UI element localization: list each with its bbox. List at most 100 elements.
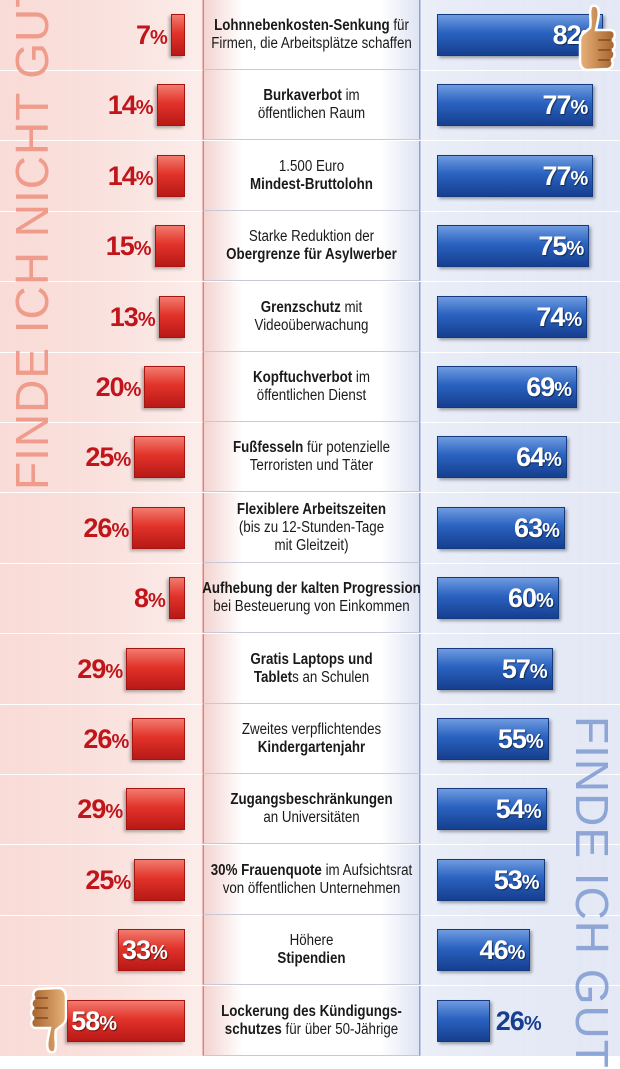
bar-good (437, 929, 531, 971)
bar-not-good (132, 718, 185, 760)
bar-good (437, 788, 547, 830)
value-unit: % (570, 97, 589, 119)
value-label-blue: 53% (494, 859, 540, 901)
item-label: Burkaverbot im öffentlichen Raum (202, 70, 421, 140)
value-label-red: 13% (110, 296, 156, 338)
value-unit: % (113, 872, 131, 894)
value-label-red: 29% (77, 648, 123, 690)
label-line: Flexiblere Arbeitszeiten (237, 501, 386, 519)
bar-good (437, 14, 604, 56)
value-number: 33 (122, 935, 151, 965)
label-bold: schutzes (224, 1020, 282, 1038)
item-label: Lohnnebenkosten-Senkung für Firmen, die A… (202, 0, 421, 70)
label-text: Terroristen und Täter (249, 456, 374, 474)
label-text: für (389, 16, 409, 34)
bar-not-good (67, 1000, 185, 1042)
value-number: 20 (95, 372, 125, 402)
value-unit: % (147, 590, 166, 612)
bar-good (437, 155, 594, 197)
label-text: Zweites verpflichtendes (241, 720, 382, 738)
value-unit: % (554, 379, 572, 401)
value-number: 29 (77, 654, 106, 684)
bar-good (437, 648, 553, 690)
value-label-red: 58% (71, 1000, 117, 1042)
label-line: Gratis Laptops und (250, 651, 372, 669)
value-label-red: 25% (85, 859, 131, 901)
value-label-red: 33% (122, 929, 168, 971)
value-label-red: 20% (95, 366, 142, 408)
label-line: Obergrenze für Asylwerber (226, 246, 397, 264)
value-label-blue: 26% (496, 1000, 542, 1042)
value-label-red: 14% (107, 84, 154, 126)
value-unit: % (135, 168, 154, 190)
item-label: Starke Reduktion der Obergrenze für Asylw… (202, 211, 421, 281)
label-bold: 30% Frauenquote (210, 861, 322, 879)
value-unit: % (542, 520, 560, 542)
value-label-red: 29% (77, 788, 123, 830)
value-number: 64 (516, 442, 545, 472)
bar-good (437, 436, 567, 478)
item-label: Lockerung des Kündigungs-schutzes für üb… (202, 986, 421, 1056)
label-bold: Lohnnebenkosten-Senkung (214, 16, 390, 34)
value-unit: % (135, 97, 154, 119)
value-number: 54 (495, 794, 525, 824)
value-unit: % (544, 449, 562, 471)
item-label: Kopftuchverbot im öffentlichen Dienst (202, 352, 421, 422)
item-label: Aufhebung der kalten Progression bei Best… (202, 563, 421, 633)
value-number: 55 (497, 724, 527, 754)
value-unit: % (525, 731, 544, 753)
value-label-blue: 77% (542, 84, 589, 126)
label-bold: Stipendien (277, 949, 346, 967)
label-bold: Kindergartenjahr (257, 738, 366, 756)
value-unit: % (105, 661, 123, 683)
label-line: Fußfesseln für potenzielle (233, 439, 390, 457)
value-number: 74 (536, 302, 565, 332)
value-unit: % (111, 520, 129, 542)
value-unit: % (507, 942, 526, 964)
label-line: öffentlichen Dienst (257, 387, 366, 405)
value-label-blue: 77% (542, 155, 589, 197)
value-number: 26 (83, 724, 112, 754)
bar-not-good (126, 648, 185, 690)
value-unit: % (137, 309, 156, 331)
value-number: 14 (107, 161, 137, 191)
label-bold: Lockerung des Kündigungs- (221, 1002, 402, 1020)
value-label-blue: 60% (507, 577, 554, 619)
value-unit: % (570, 168, 589, 190)
value-label-blue: 64% (516, 436, 562, 478)
thumbs-up-icon (578, 4, 617, 72)
label-line: Aufhebung der kalten Progression (202, 580, 420, 598)
item-label: Zugangsbeschränkungen an Universitäten (202, 774, 421, 844)
bar-good (437, 718, 549, 760)
item-label: Fußfesseln für potenzielle Terroristen un… (202, 422, 421, 492)
label-bold: Gratis Laptops und (250, 650, 373, 668)
label-text: von öffentlichen Unternehmen (222, 879, 401, 897)
label-line: 30% Frauenquote im Aufsichtsrat (211, 862, 412, 880)
label-line: mit Gleitzeit) (274, 537, 348, 555)
label-text: Höhere (289, 931, 334, 949)
value-label-red: 26% (83, 718, 129, 760)
bar-good (437, 225, 590, 267)
bar-not-good (132, 507, 185, 549)
label-line: Kopftuchverbot im (253, 369, 370, 387)
label-line: Burkaverbot im (263, 87, 359, 105)
value-number: 29 (77, 794, 106, 824)
label-line: Tablets an Schulen (254, 669, 369, 687)
value-number: 14 (107, 90, 137, 120)
label-bold: Aufhebung der kalten Progression (202, 579, 421, 597)
value-label-blue: 75% (538, 225, 584, 267)
value-number: 60 (507, 583, 537, 613)
value-label-red: 15% (106, 225, 152, 267)
value-unit: % (523, 801, 542, 823)
value-label-blue: 54% (495, 788, 542, 830)
value-number: 58 (71, 1006, 100, 1036)
label-text: mit (340, 298, 363, 316)
label-line: Starke Reduktion der (249, 228, 374, 246)
value-unit: % (113, 449, 131, 471)
label-bold: Kopftuchverbot (252, 368, 353, 386)
label-line: Videoüberwachung (255, 317, 369, 335)
label-text: im (352, 368, 371, 386)
label-line: von öffentlichen Unternehmen (223, 880, 401, 898)
label-text: im Aufsichtsrat (321, 861, 413, 879)
label-bold: Tablet (253, 668, 293, 686)
